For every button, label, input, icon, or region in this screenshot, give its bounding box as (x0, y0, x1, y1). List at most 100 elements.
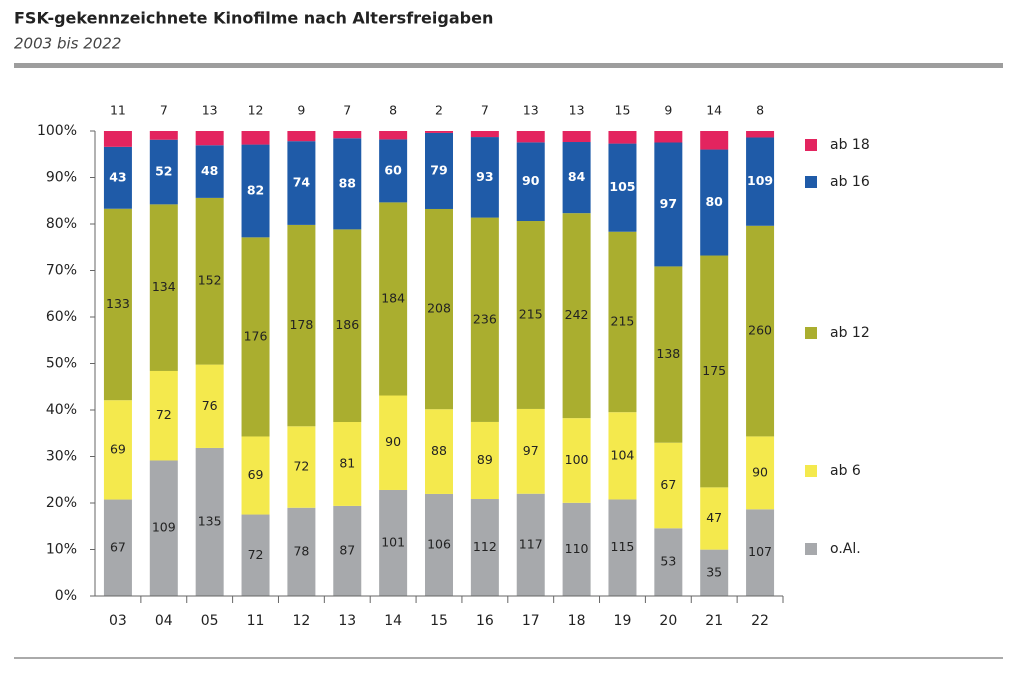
bar-segment (241, 237, 270, 437)
value-label: 89 (477, 452, 493, 467)
y-tick-label: 50% (46, 356, 77, 372)
value-label: 60 (384, 162, 402, 177)
bar-segment (379, 489, 408, 596)
value-label: 9 (297, 103, 305, 118)
bar-segment (562, 502, 591, 596)
value-label: 97 (660, 196, 677, 211)
legend-swatch (805, 543, 817, 555)
x-tick-label: 05 (201, 613, 219, 629)
bar-segment (425, 131, 453, 133)
x-tick-label: 17 (522, 613, 540, 629)
legend-swatch (805, 176, 817, 188)
value-label: 81 (339, 455, 355, 470)
bar-segment (425, 208, 453, 410)
bar-segment (425, 493, 453, 596)
y-tick-label: 40% (46, 402, 77, 418)
y-tick-label: 30% (46, 449, 77, 465)
bar-segment (103, 131, 132, 147)
value-label: 109 (152, 520, 176, 535)
x-tick-label: 03 (109, 613, 127, 629)
bar-segment (608, 131, 637, 144)
legend-swatch (805, 139, 817, 151)
bar-segment (287, 507, 316, 596)
value-label: 8 (756, 103, 764, 118)
value-label: 109 (747, 173, 773, 188)
value-label: 48 (201, 163, 218, 178)
bar-segment (333, 229, 362, 423)
bar-segment (379, 202, 408, 396)
chart-subtitle: 2003 bis 2022 (14, 35, 121, 53)
value-label: 260 (748, 323, 772, 338)
bar-segment (103, 499, 132, 596)
y-tick-label: 10% (46, 542, 77, 558)
value-label: 79 (430, 162, 447, 177)
bar-segment (425, 132, 453, 209)
value-label: 87 (339, 542, 355, 557)
bar-segment (516, 142, 545, 222)
bar-segment (654, 266, 683, 443)
value-label: 7 (343, 103, 351, 118)
legend-label: o.Al. (830, 541, 861, 557)
x-tick-label: 14 (384, 613, 402, 629)
y-tick-label: 100% (37, 123, 77, 139)
value-label: 152 (198, 273, 222, 288)
bar-segment (425, 409, 453, 494)
bar-segment (470, 421, 499, 500)
bar-segment (149, 370, 178, 461)
bar-segment (746, 225, 775, 437)
y-tick-label: 60% (46, 309, 77, 325)
x-tick-label: 15 (430, 613, 448, 629)
bar-segment (746, 509, 775, 596)
value-label: 88 (339, 175, 356, 190)
bar-segment (241, 131, 270, 145)
bar-segment (470, 499, 499, 596)
value-label: 186 (335, 317, 359, 332)
value-label: 90 (522, 173, 540, 188)
value-label: 11 (110, 103, 126, 118)
bar-segment (608, 499, 637, 596)
bar-segment (379, 395, 408, 490)
value-label: 72 (293, 459, 309, 474)
bar-segment (562, 142, 591, 214)
value-label: 8 (389, 103, 397, 118)
bar-segment (470, 131, 499, 138)
bar-segment (287, 131, 316, 142)
bar-segment (654, 142, 683, 267)
bar-segment (333, 505, 362, 596)
x-tick-label: 13 (338, 613, 356, 629)
x-tick-label: 04 (155, 613, 173, 629)
bar-segment (700, 255, 729, 488)
value-label: 13 (569, 103, 585, 118)
value-label: 47 (706, 510, 722, 525)
value-label: 15 (615, 103, 631, 118)
value-label: 105 (609, 179, 635, 194)
x-tick-label: 22 (751, 613, 769, 629)
bar-segment (103, 400, 132, 500)
bar-segment (149, 460, 178, 596)
y-tick-label: 90% (46, 170, 77, 186)
value-label: 84 (568, 169, 586, 184)
value-label: 72 (156, 407, 172, 422)
value-label: 104 (611, 447, 635, 462)
bar-segment (103, 208, 132, 401)
bar-segment (516, 493, 545, 596)
bar-segment (333, 138, 362, 230)
bar-segment (746, 137, 775, 226)
legend-swatch (805, 465, 817, 477)
value-label: 215 (611, 313, 635, 328)
x-tick-label: 19 (614, 613, 632, 629)
value-label: 9 (664, 103, 672, 118)
value-label: 112 (473, 539, 497, 554)
chart-title: FSK-gekennzeichnete Kinofilme nach Alter… (14, 9, 493, 28)
value-label: 133 (106, 296, 130, 311)
bar-segment (700, 149, 729, 256)
bar-segment (103, 146, 132, 209)
legend-label: ab 12 (830, 325, 870, 341)
value-label: 53 (660, 554, 676, 569)
bar-segment (470, 137, 499, 218)
value-label: 115 (611, 539, 635, 554)
value-label: 2 (435, 103, 443, 118)
y-tick-label: 70% (46, 263, 77, 279)
y-tick-label: 20% (46, 495, 77, 511)
value-label: 101 (381, 534, 405, 549)
